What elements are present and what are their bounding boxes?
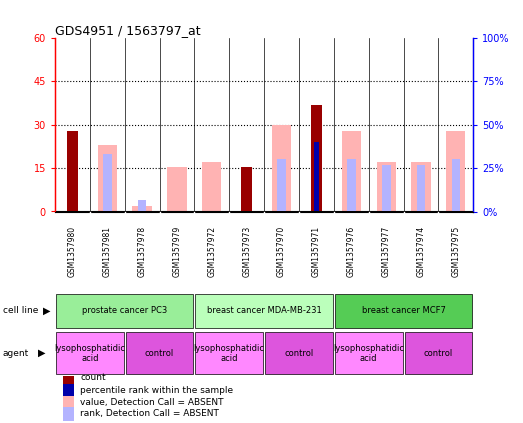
- Bar: [347, 159, 356, 212]
- Text: value, Detection Call = ABSENT: value, Detection Call = ABSENT: [80, 398, 223, 407]
- Text: GSM1357970: GSM1357970: [277, 226, 286, 277]
- Text: lysophosphatidic
acid: lysophosphatidic acid: [54, 343, 126, 363]
- Bar: [335, 332, 403, 374]
- Bar: [342, 131, 361, 212]
- Text: GSM1357981: GSM1357981: [103, 226, 112, 277]
- Text: breast cancer MDA-MB-231: breast cancer MDA-MB-231: [207, 306, 322, 316]
- Text: GSM1357972: GSM1357972: [207, 226, 217, 277]
- Bar: [63, 371, 74, 385]
- Bar: [314, 142, 319, 212]
- Bar: [98, 145, 117, 212]
- Text: GSM1357980: GSM1357980: [68, 226, 77, 277]
- Bar: [126, 332, 194, 374]
- Text: control: control: [285, 349, 314, 358]
- Bar: [265, 332, 333, 374]
- Bar: [277, 159, 286, 212]
- Bar: [405, 332, 472, 374]
- Bar: [63, 384, 74, 398]
- Text: GSM1357979: GSM1357979: [173, 226, 181, 277]
- Text: prostate cancer PC3: prostate cancer PC3: [82, 306, 167, 316]
- Text: percentile rank within the sample: percentile rank within the sample: [80, 386, 233, 395]
- Bar: [196, 294, 333, 328]
- Text: ▶: ▶: [43, 306, 50, 316]
- Bar: [451, 159, 460, 212]
- Text: control: control: [424, 349, 453, 358]
- Bar: [417, 165, 425, 212]
- Bar: [202, 162, 221, 212]
- Text: GSM1357975: GSM1357975: [451, 226, 460, 277]
- Text: GSM1357971: GSM1357971: [312, 226, 321, 277]
- Bar: [446, 131, 465, 212]
- Bar: [242, 167, 252, 212]
- Text: GSM1357978: GSM1357978: [138, 226, 146, 277]
- Text: GSM1357977: GSM1357977: [382, 226, 391, 277]
- Bar: [56, 332, 123, 374]
- Bar: [132, 206, 152, 212]
- Bar: [412, 162, 430, 212]
- Bar: [138, 200, 146, 212]
- Bar: [103, 154, 111, 212]
- Text: rank, Detection Call = ABSENT: rank, Detection Call = ABSENT: [80, 409, 219, 418]
- Text: count: count: [80, 373, 106, 382]
- Text: lysophosphatidic
acid: lysophosphatidic acid: [194, 343, 265, 363]
- Bar: [382, 165, 391, 212]
- Text: GDS4951 / 1563797_at: GDS4951 / 1563797_at: [55, 24, 200, 37]
- Text: agent: agent: [3, 349, 29, 358]
- Text: lysophosphatidic
acid: lysophosphatidic acid: [333, 343, 404, 363]
- Text: GSM1357976: GSM1357976: [347, 226, 356, 277]
- Text: ▶: ▶: [38, 348, 45, 358]
- Bar: [68, 162, 77, 212]
- Bar: [196, 332, 263, 374]
- Bar: [272, 125, 291, 212]
- Text: GSM1357973: GSM1357973: [242, 226, 251, 277]
- Bar: [242, 167, 251, 212]
- Bar: [167, 167, 187, 212]
- Text: breast cancer MCF7: breast cancer MCF7: [361, 306, 446, 316]
- Bar: [335, 294, 472, 328]
- Text: cell line: cell line: [3, 306, 38, 316]
- Bar: [377, 162, 396, 212]
- Bar: [56, 294, 194, 328]
- Text: control: control: [145, 349, 174, 358]
- Bar: [311, 104, 322, 212]
- Text: GSM1357974: GSM1357974: [416, 226, 426, 277]
- Bar: [67, 131, 77, 212]
- Bar: [63, 396, 74, 410]
- Bar: [63, 407, 74, 421]
